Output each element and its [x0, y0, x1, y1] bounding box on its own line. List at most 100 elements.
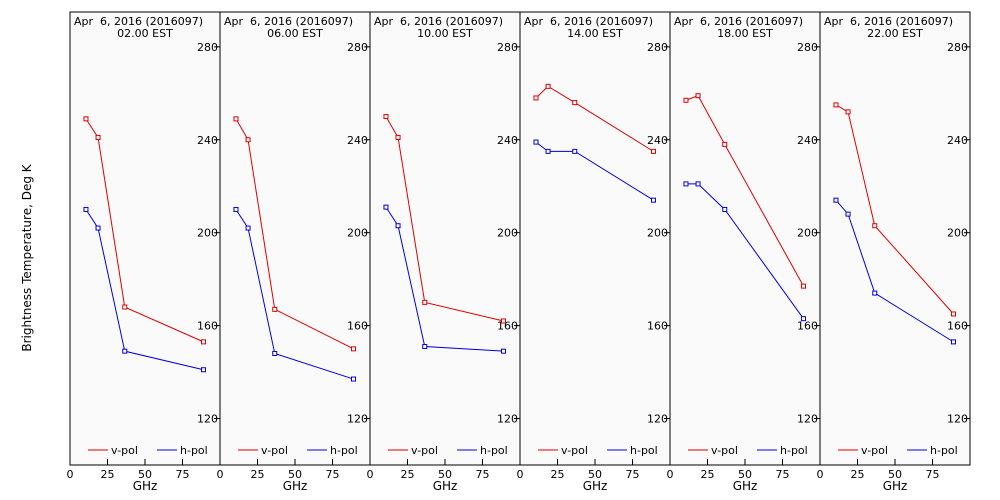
data-point-v-pol — [572, 100, 578, 106]
y-tick-label: 120 — [947, 413, 968, 426]
panel-6: Apr 6, 2016 (2016097)22.00 EST 120 160 200 2… — [817, 11, 971, 493]
x-axis-label: GHz — [133, 479, 158, 493]
data-point-h-pol — [122, 348, 128, 354]
x-tick-label: 75 — [176, 468, 190, 481]
panel-5: Apr 6, 2016 (2016097)18.00 EST 120 160 200 2… — [667, 11, 821, 493]
y-tick-label: 200 — [647, 227, 668, 240]
data-point-h-pol — [272, 350, 278, 356]
x-tick-label: 0 — [217, 468, 224, 481]
legend-label-h-pol: h-pol — [930, 444, 958, 457]
data-point-h-pol — [695, 181, 701, 187]
data-point-v-pol — [833, 102, 839, 108]
x-tick-label: 25 — [851, 468, 865, 481]
x-axis-label: GHz — [733, 479, 758, 493]
panel-subtitle: 22.00 EST — [867, 27, 923, 40]
data-point-v-pol — [383, 114, 389, 120]
data-point-h-pol — [201, 367, 206, 373]
x-tick-label: 0 — [67, 468, 74, 481]
series-line-v-pol — [385, 116, 504, 322]
panel-frame — [519, 11, 671, 466]
data-point-h-pol — [651, 197, 656, 203]
y-tick-label: 120 — [347, 413, 368, 426]
data-point-h-pol — [951, 339, 956, 345]
x-axis-label: GHz — [583, 479, 608, 493]
y-tick-label: 280 — [197, 41, 218, 54]
panel-3: Apr 6, 2016 (2016097)10.00 EST 120 160 200 2… — [367, 11, 521, 493]
panel-subtitle: 14.00 EST — [567, 27, 623, 40]
data-point-h-pol — [533, 139, 539, 145]
y-tick-label: 240 — [497, 134, 518, 147]
data-point-v-pol — [95, 134, 101, 140]
panel-frame — [69, 11, 221, 466]
data-point-v-pol — [695, 93, 701, 99]
y-tick-label: 120 — [497, 413, 518, 426]
panel-4: Apr 6, 2016 (2016097)14.00 EST 120 160 200 2… — [517, 11, 671, 493]
x-tick-label: 25 — [401, 468, 415, 481]
data-point-v-pol — [722, 141, 728, 147]
data-point-h-pol — [422, 344, 428, 350]
y-tick-label: 160 — [497, 320, 518, 333]
data-point-v-pol — [351, 346, 356, 352]
y-tick-label: 280 — [347, 41, 368, 54]
series-line-v-pol — [85, 118, 204, 343]
series-line-h-pol — [835, 199, 954, 343]
y-tick-label: 200 — [347, 227, 368, 240]
x-tick-label: 0 — [517, 468, 524, 481]
panel-1: Apr 6, 2016 (2016097)02.00 EST 120 160 200 2… — [67, 11, 221, 493]
series-line-h-pol — [385, 206, 504, 352]
y-tick-label: 200 — [947, 227, 968, 240]
x-tick-label: 0 — [367, 468, 374, 481]
data-point-v-pol — [533, 95, 539, 101]
legend-label-h-pol: h-pol — [630, 444, 658, 457]
panel-frame — [669, 11, 821, 466]
data-point-v-pol — [651, 148, 656, 154]
panel-title: Apr 6, 2016 (2016097) — [824, 15, 953, 28]
x-tick-label: 25 — [701, 468, 715, 481]
data-point-v-pol — [951, 311, 956, 317]
y-tick-label: 160 — [647, 320, 668, 333]
data-point-h-pol — [683, 181, 689, 187]
x-tick-label: 75 — [626, 468, 640, 481]
y-tick-label: 240 — [347, 134, 368, 147]
y-axis-label: Brightness Temperature, Deg K — [20, 163, 34, 351]
y-tick-label: 160 — [797, 320, 818, 333]
legend-label-v-pol: v-pol — [411, 444, 438, 457]
y-tick-label: 160 — [947, 320, 968, 333]
x-tick-label: 50 — [888, 468, 902, 481]
data-point-h-pol — [845, 211, 851, 217]
data-point-h-pol — [95, 225, 101, 231]
x-tick-label: 50 — [588, 468, 602, 481]
panel-subtitle: 02.00 EST — [117, 27, 173, 40]
data-point-h-pol — [722, 206, 728, 212]
legend-label-h-pol: h-pol — [180, 444, 208, 457]
x-tick-label: 75 — [476, 468, 490, 481]
y-tick-label: 280 — [797, 41, 818, 54]
panel-title: Apr 6, 2016 (2016097) — [74, 15, 203, 28]
data-point-h-pol — [572, 148, 578, 154]
x-tick-label: 0 — [817, 468, 824, 481]
panel-title: Apr 6, 2016 (2016097) — [224, 15, 353, 28]
data-point-v-pol — [683, 97, 689, 103]
y-tick-label: 200 — [197, 227, 218, 240]
data-point-h-pol — [501, 348, 506, 354]
data-point-h-pol — [383, 204, 389, 210]
y-tick-label: 120 — [197, 413, 218, 426]
data-point-v-pol — [395, 134, 401, 140]
legend-label-v-pol: v-pol — [861, 444, 888, 457]
legend-label-h-pol: h-pol — [780, 444, 808, 457]
data-point-v-pol — [245, 137, 251, 143]
series-line-h-pol — [235, 209, 354, 380]
x-tick-label: 25 — [101, 468, 115, 481]
legend-label-v-pol: v-pol — [561, 444, 588, 457]
y-tick-label: 160 — [347, 320, 368, 333]
data-point-v-pol — [83, 116, 89, 122]
panel-frame — [369, 11, 521, 466]
data-point-v-pol — [122, 304, 128, 310]
x-axis-label: GHz — [283, 479, 308, 493]
data-point-v-pol — [872, 223, 878, 229]
x-tick-label: 0 — [667, 468, 674, 481]
panel-frame — [219, 11, 371, 466]
x-tick-label: 75 — [926, 468, 940, 481]
panel-subtitle: 10.00 EST — [417, 27, 473, 40]
